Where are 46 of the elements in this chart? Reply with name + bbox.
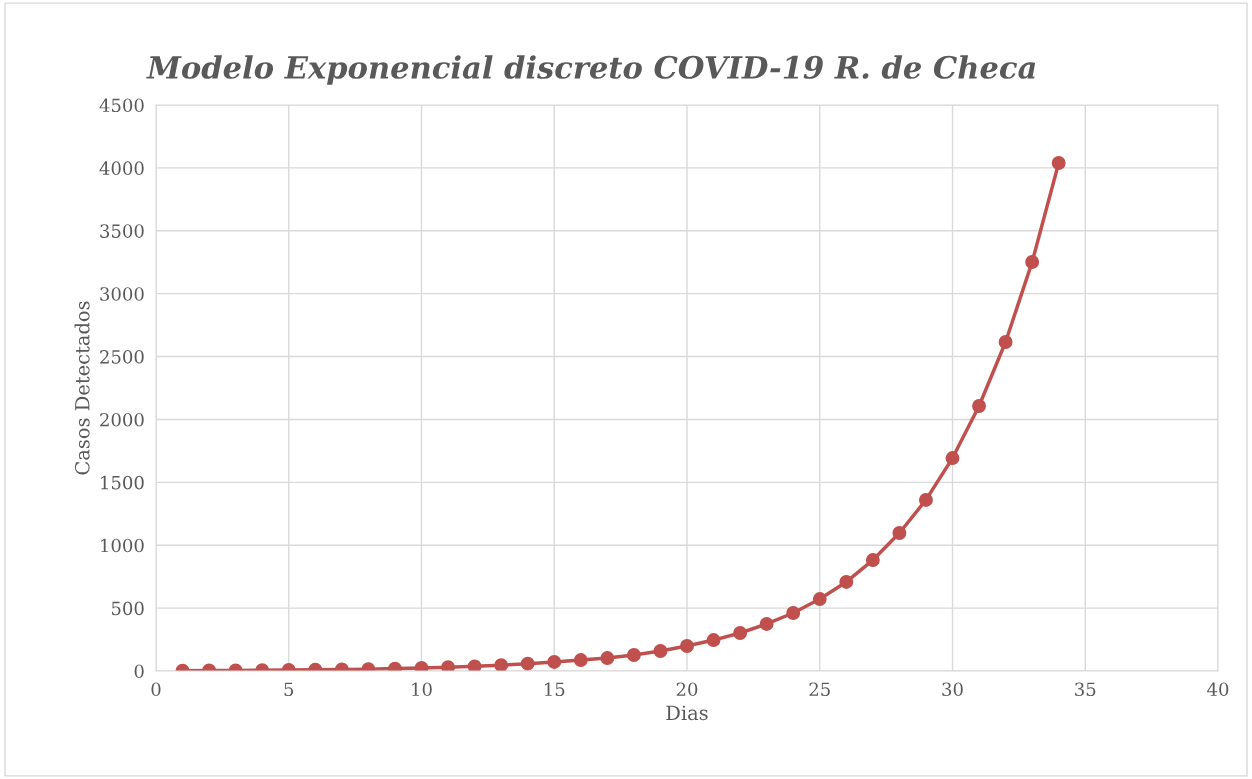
y-tick-label: 4000 [99,161,144,176]
point [892,526,907,540]
y-tick-label: 1000 [101,538,144,553]
y-tick-label: 4500 [99,98,144,113]
point [680,639,694,653]
x-tick-label: 35 [1075,682,1096,697]
point [520,656,535,671]
point [1025,255,1040,269]
x-tick-label: 5 [284,682,294,697]
point [1051,156,1066,170]
x-tick-label: 40 [1207,682,1229,697]
y-tick-label: 3500 [100,224,144,238]
x-axis-title: Dias [666,705,708,721]
point [626,648,641,662]
point [733,626,748,640]
x-tick-label: 25 [809,682,830,697]
x-tick-label: 15 [544,682,565,697]
y-tick-label: 0 [134,664,144,679]
y-tick-label: 1500 [101,475,144,490]
x-tick-label: 20 [676,682,698,697]
y-tick-label: 500 [111,601,144,616]
point [839,575,854,589]
point [998,335,1013,349]
point [573,653,588,668]
y-tick-label: 2500 [100,350,144,364]
point [547,654,562,669]
y-tick-label: 3000 [100,287,144,301]
point [467,659,482,671]
chart-title: Modelo Exponencial discreto COVID-19 R. de Checa [146,55,1036,85]
point [759,617,774,631]
point [786,606,801,620]
x-tick-label: 10 [412,682,432,697]
x-tick-label: 0 [151,682,161,697]
point [494,658,509,671]
point [945,451,960,466]
point [706,633,721,648]
y-axis-title: Casos Detectados [74,301,90,475]
point [600,651,615,665]
point [653,644,668,658]
point [919,492,933,507]
point [972,399,986,413]
point [441,660,455,671]
y-tick-label: 2000 [100,412,144,427]
point [865,553,880,568]
point [812,592,827,607]
x-tick-label: 30 [942,682,963,697]
